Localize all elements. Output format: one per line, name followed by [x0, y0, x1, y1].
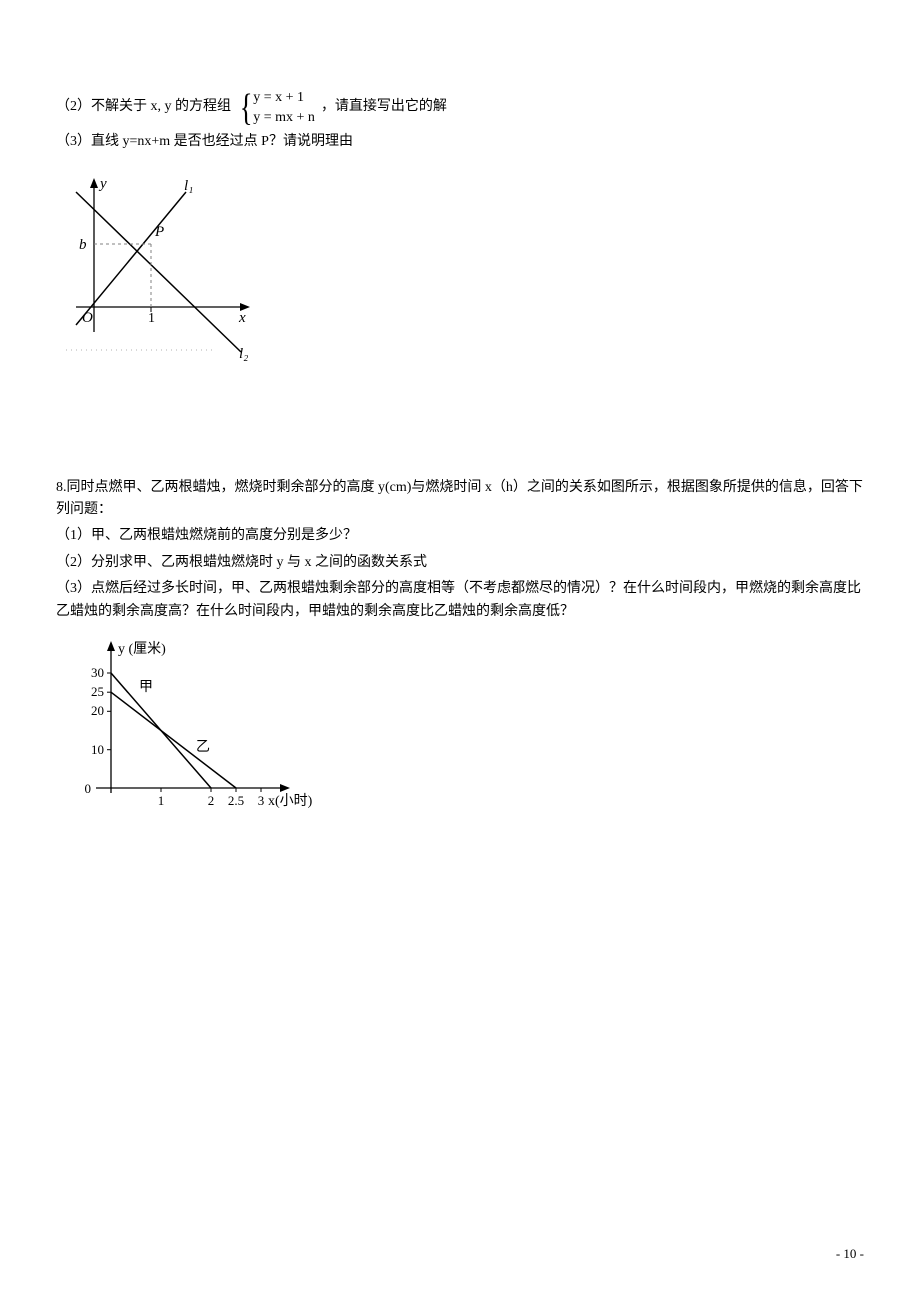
ytick-30: 30 [91, 665, 104, 680]
xtick-3: 3 [258, 793, 265, 808]
figure-2: 0 10 20 25 30 1 2 2.5 3 甲 乙 y (厘米) x(小时) [56, 633, 864, 828]
label-yi: 乙 [196, 739, 210, 755]
equation-system: { y = x + 1 y = mx + n [237, 88, 315, 127]
xtick-1: 1 [158, 793, 165, 808]
question-2: （2）不解关于 x, y 的方程组 { y = x + 1 y = mx + n… [56, 88, 864, 127]
axis-x-label: x [238, 310, 246, 326]
ytick-25: 25 [91, 684, 104, 699]
question-3: （3）直线 y=nx+m 是否也经过点 P？请说明理由 [56, 131, 864, 153]
ytick-10: 10 [91, 742, 104, 757]
ytick-20: 20 [91, 703, 104, 718]
label-1: 1 [148, 311, 155, 326]
q2-prefix: （2）不解关于 x, y 的方程组 [56, 96, 231, 118]
question-8-3: （3）点燃后经过多长时间，甲、乙两根蜡烛剩余部分的高度相等（不考虑都燃尽的情况）… [56, 578, 864, 623]
question-8-intro: 8.同时点燃甲、乙两根蜡烛，燃烧时剩余部分的高度 y(cm)与燃烧时间 x（h）… [56, 477, 864, 522]
eq1: y = x + 1 [253, 88, 315, 108]
xtick-2: 2 [208, 793, 215, 808]
question-8-2: （2）分别求甲、乙两根蜡烛燃烧时 y 与 x 之间的函数关系式 [56, 552, 864, 574]
label-b: b [79, 237, 87, 253]
label-O: O [82, 310, 93, 326]
q3-text: （3）直线 y=nx+m 是否也经过点 P？请说明理由 [56, 134, 353, 149]
label-l2: l₂ [239, 346, 248, 362]
eq2: y = mx + n [253, 108, 315, 128]
label-jia: 甲 [139, 680, 153, 695]
figure-1: y x b O 1 P l₁ l₂ [56, 172, 864, 367]
page-number: - 10 - [836, 1246, 864, 1262]
y-axis-label: y (厘米) [118, 641, 166, 657]
ytick-0: 0 [85, 781, 92, 796]
label-P: P [154, 224, 164, 240]
label-l1: l₁ [184, 178, 193, 194]
xtick-2.5: 2.5 [228, 793, 244, 808]
axis-y-label: y [98, 176, 107, 192]
series-yi [111, 692, 236, 788]
q2-suffix: ，请直接写出它的解 [321, 96, 447, 118]
brace-icon: { [240, 89, 253, 127]
question-8-1: （1）甲、乙两根蜡烛燃烧前的高度分别是多少？ [56, 525, 864, 547]
x-axis-label: x(小时) [268, 793, 313, 809]
